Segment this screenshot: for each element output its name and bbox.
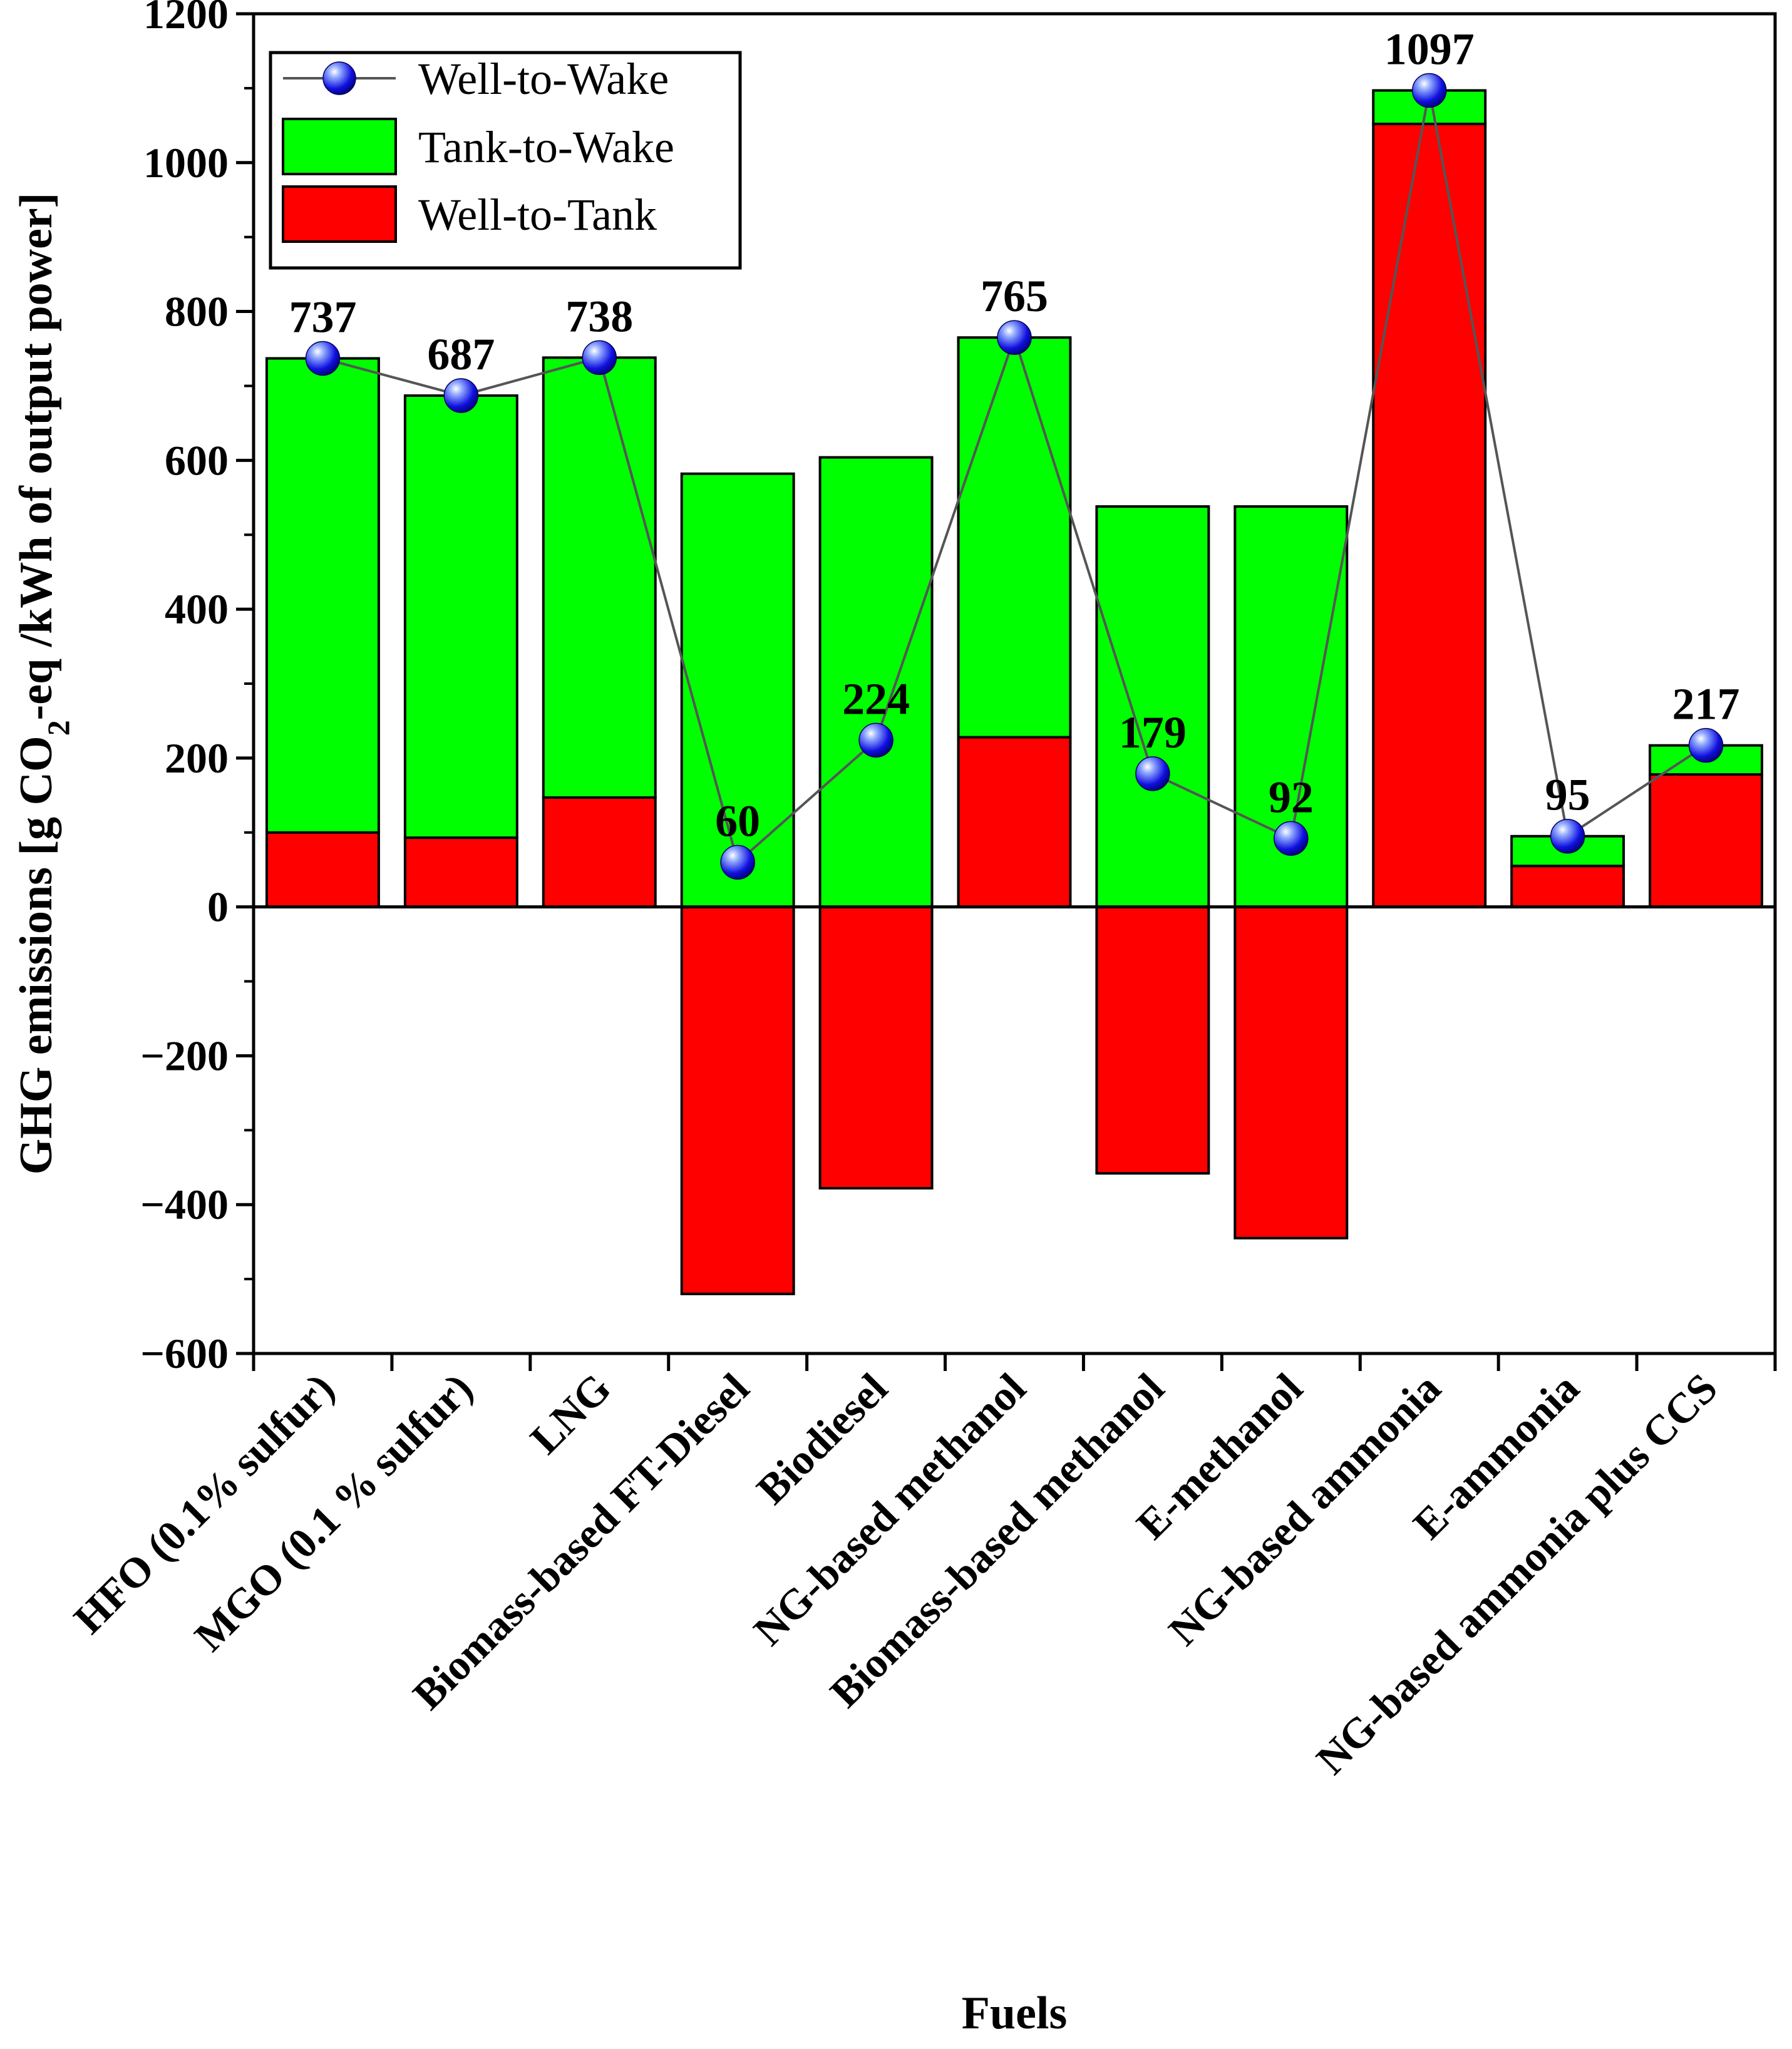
bars-layer [265,89,1764,1295]
x-tick-label-mgo-0-1-sulfur: MGO (0.1 % sulfur) [185,1364,481,1660]
y-tick-label: −200 [140,1032,229,1079]
y-tick-label: 600 [165,436,229,484]
data-label-mgo-0-1-sulfur: 687 [427,329,495,379]
bar-tank-to-wake-ng-based-methanol [957,336,1072,739]
point-well-to-wake-e-ammonia [1550,818,1585,854]
data-label-biomass-based-methanol: 179 [1119,707,1187,757]
legend-label-well-to-wake: Well-to-Wake [418,54,669,104]
x-axis-title: Fuels [962,1988,1068,2039]
bar-tank-to-wake-mgo-0-1-sulfur [403,394,518,840]
legend-label-tank-to-wake: Tank-to-Wake [418,122,674,172]
bar-tank-to-wake-biomass-based-ft-diesel [680,472,795,908]
y-axis-title: GHG emissions [g CO2-eq /kWh of output p… [11,193,76,1175]
data-label-e-methanol: 92 [1269,772,1314,822]
bar-well-to-tank-e-ammonia [1510,865,1625,908]
x-tick-label-hfo-0-1-sulfur: HFO (0.1% sulfur) [64,1364,343,1643]
bar-well-to-tank-biomass-based-ft-diesel [680,905,795,1295]
legend-swatch-well-to-tank [282,185,397,243]
point-well-to-wake-biodiesel [858,722,893,758]
bar-well-to-tank-biodiesel [818,905,934,1190]
y-tick-label: −600 [140,1330,229,1377]
y-axis-title-subscript: 2 [41,720,76,736]
y-axis-title-part-2: -eq /kWh of output power] [11,193,62,721]
x-tick-label-ng-based-ammonia: NG-based ammonia [1160,1364,1450,1655]
legend: Well-to-Wake Tank-to-Wake Well-to-Tank [269,51,742,270]
x-tick-label-lng: LNG [521,1364,620,1463]
bar-well-to-tank-mgo-0-1-sulfur [403,836,518,908]
point-well-to-wake-lng [582,340,617,376]
bar-tank-to-wake-biomass-based-methanol [1095,505,1210,908]
well-to-wake-line [305,73,1724,880]
bar-well-to-tank-hfo-0-1-sulfur [265,831,380,908]
y-axis-title-part-1: GHG emissions [g CO [11,736,62,1174]
point-well-to-wake-biomass-based-ft-diesel [720,845,755,880]
legend-swatch-marker [322,61,356,95]
bar-well-to-tank-e-methanol [1233,905,1349,1240]
y-tick-label: 200 [165,734,229,782]
bar-well-to-tank-biomass-based-methanol [1095,905,1210,1175]
point-well-to-wake-mgo-0-1-sulfur [443,378,479,413]
point-well-to-wake-ng-based-ammonia-plus-ccs [1688,727,1724,763]
point-well-to-wake-ng-based-ammonia [1411,73,1447,108]
y-tick-label: 1200 [143,0,229,38]
bar-tank-to-wake-hfo-0-1-sulfur [265,357,380,834]
point-well-to-wake-e-methanol [1274,821,1309,856]
point-well-to-wake-hfo-0-1-sulfur [305,341,341,376]
data-label-ng-based-ammonia-plus-ccs: 217 [1672,679,1740,729]
y-tick-label: 800 [165,288,229,336]
bar-well-to-tank-ng-based-methanol [957,736,1072,908]
data-label-lng: 738 [565,291,633,341]
legend-swatch-tank-to-wake [282,118,397,175]
bar-well-to-tank-ng-based-ammonia [1372,122,1487,908]
data-label-ng-based-methanol: 765 [981,271,1048,321]
data-label-e-ammonia: 95 [1545,770,1590,820]
point-well-to-wake-biomass-based-methanol [1135,756,1170,791]
data-labels: 737 687 738 60 224 765 179 92 1097 95 217 [289,24,1739,846]
bar-tank-to-wake-biodiesel [818,456,934,908]
y-tick-label: −400 [140,1181,229,1228]
data-label-biodiesel: 224 [842,674,910,724]
data-label-ng-based-ammonia: 1097 [1384,24,1475,74]
legend-label-well-to-tank: Well-to-Tank [418,190,657,240]
point-well-to-wake-ng-based-methanol [997,320,1032,355]
data-label-biomass-based-ft-diesel: 60 [715,796,760,846]
bar-well-to-tank-ng-based-ammonia-plus-ccs [1649,773,1764,908]
y-tick-label: 0 [207,883,229,931]
data-label-hfo-0-1-sulfur: 737 [289,292,356,342]
bar-well-to-tank-lng [542,796,657,908]
x-tick-label-ng-based-methanol: NG-based methanol [744,1364,1035,1655]
y-tick-label: 400 [165,585,229,633]
y-tick-label: 1000 [143,139,229,187]
bar-tank-to-wake-lng [542,356,657,799]
